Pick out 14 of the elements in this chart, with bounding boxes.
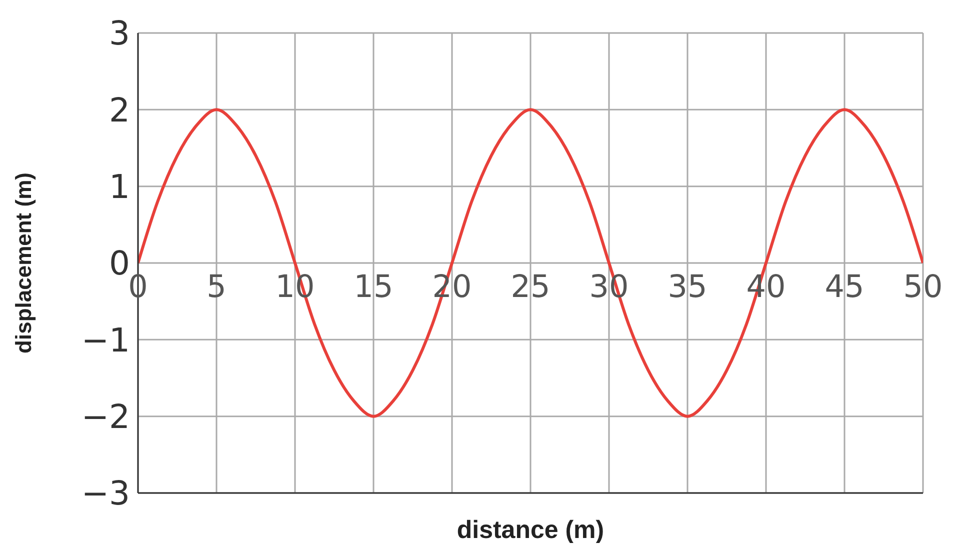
x-axis-title: distance (m) [456, 516, 604, 544]
y-tick-label: 2 [109, 90, 130, 130]
x-tick-label: 35 [668, 269, 708, 305]
y-tick-label: −3 [81, 474, 130, 513]
x-tick-label: 5 [206, 269, 226, 305]
x-tick-label: 50 [903, 269, 943, 305]
y-tick-label: −1 [81, 320, 130, 360]
x-tick-label: 15 [354, 269, 394, 305]
y-axis-title: displacement (m) [10, 172, 36, 354]
y-tick-label: 3 [109, 14, 130, 53]
y-tick-label: 1 [109, 167, 130, 206]
x-tick-label: 25 [510, 269, 550, 305]
y-tick-label: −2 [81, 397, 130, 436]
x-tick-label: 45 [824, 269, 864, 305]
